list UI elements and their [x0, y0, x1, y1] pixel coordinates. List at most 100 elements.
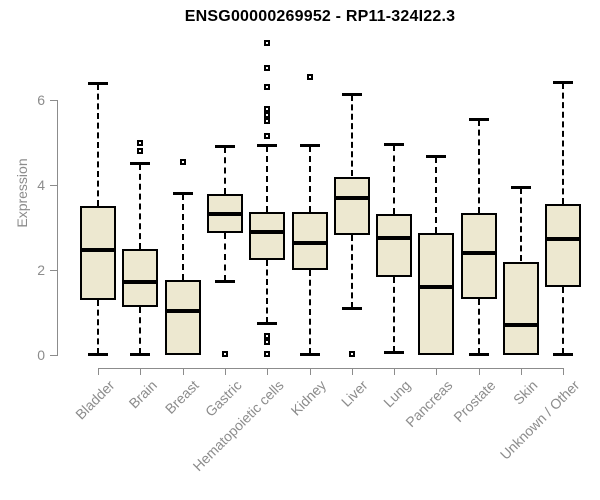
box-bladder: [80, 206, 116, 301]
outlier-hematopoietic-cells-5: [264, 118, 271, 125]
cap-high-bladder: [88, 81, 108, 85]
outlier-brain-0: [137, 148, 144, 154]
box-prostate: [460, 213, 497, 300]
outlier-liver-0: [348, 351, 355, 358]
box-unknown-other: [545, 204, 582, 287]
outlier-kidney-0: [306, 73, 313, 80]
cap-low-liver: [341, 307, 362, 311]
outlier-hematopoietic-cells-9: [264, 351, 271, 358]
cap-low-gastric: [214, 279, 235, 283]
cap-high-gastric: [214, 144, 235, 148]
outlier-hematopoietic-cells-2: [264, 84, 271, 91]
cap-low-hematopoietic-cells: [257, 322, 278, 326]
whisker-high-unknown-other: [562, 83, 565, 205]
x-axis-line: [98, 368, 565, 369]
median-bladder: [80, 248, 116, 253]
box-brain: [122, 248, 159, 307]
x-tick-label-prostate: Prostate: [449, 377, 499, 426]
x-tick-label-bladder: Bladder: [71, 377, 118, 423]
whisker-low-lung: [393, 276, 396, 352]
box-skin: [503, 261, 539, 355]
x-tick-label-liver: Liver: [338, 377, 372, 410]
whisker-high-pancreas: [435, 156, 438, 233]
cap-high-breast: [172, 191, 193, 195]
median-brain: [122, 279, 159, 284]
whisker-high-skin: [520, 188, 522, 262]
x-tick-lung: [394, 368, 396, 375]
whisker-low-gastric: [223, 233, 226, 281]
x-tick-label-brain: Brain: [125, 377, 160, 412]
cap-high-unknown-other: [553, 81, 574, 84]
outlier-hematopoietic-cells-6: [264, 133, 271, 140]
outlier-hematopoietic-cells-7: [264, 332, 271, 339]
x-tick-kidney: [309, 368, 311, 375]
y-axis-label: Expression: [14, 158, 30, 228]
x-tick-skin: [521, 368, 522, 375]
y-tick-label: 6: [37, 92, 45, 108]
x-tick-gastric: [224, 368, 226, 375]
outlier-brain-1: [137, 139, 144, 146]
outlier-hematopoietic-cells-0: [264, 39, 271, 46]
median-liver: [333, 196, 370, 201]
whisker-high-liver: [350, 94, 353, 177]
whisker-low-unknown-other: [562, 286, 565, 355]
whisker-low-liver: [350, 235, 353, 309]
whisker-high-brain: [139, 163, 142, 249]
y-tick: [50, 355, 57, 356]
outlier-gastric-0: [221, 351, 228, 358]
whisker-low-brain: [139, 306, 142, 355]
y-tick-label: 0: [37, 347, 45, 363]
whisker-high-kidney: [308, 145, 311, 212]
outlier-hematopoietic-cells-8: [264, 339, 271, 346]
y-axis-line: [57, 100, 58, 356]
cap-low-lung: [384, 350, 405, 354]
whisker-low-kidney: [308, 270, 311, 354]
median-pancreas: [418, 285, 455, 290]
whisker-high-prostate: [477, 119, 480, 214]
whisker-low-hematopoietic-cells: [266, 259, 269, 324]
y-tick-label: 4: [37, 177, 45, 193]
cap-low-bladder: [88, 353, 108, 357]
cap-high-brain: [130, 161, 151, 165]
cap-low-brain: [130, 353, 151, 357]
cap-low-kidney: [299, 352, 320, 356]
median-skin: [503, 322, 539, 327]
cap-high-skin: [511, 186, 531, 190]
y-tick-label: 2: [37, 262, 45, 278]
cap-high-prostate: [468, 117, 489, 121]
x-tick-brain: [140, 368, 142, 375]
outlier-hematopoietic-cells-1: [264, 65, 271, 72]
whisker-low-bladder: [97, 300, 99, 355]
y-tick: [50, 185, 57, 186]
median-hematopoietic-cells: [249, 229, 286, 234]
median-unknown-other: [545, 237, 582, 242]
cap-low-unknown-other: [553, 353, 574, 357]
median-prostate: [460, 251, 497, 256]
x-tick-label-breast: Breast: [161, 377, 202, 417]
box-hematopoietic-cells: [249, 211, 286, 260]
x-tick-breast: [182, 368, 184, 375]
whisker-high-gastric: [223, 146, 226, 194]
y-tick: [50, 100, 57, 101]
cap-high-pancreas: [426, 154, 447, 158]
x-tick-label-kidney: Kidney: [287, 377, 329, 419]
outlier-hematopoietic-cells-3: [264, 105, 271, 112]
x-tick-prostate: [478, 368, 480, 375]
cap-high-lung: [384, 143, 405, 147]
whisker-high-breast: [181, 193, 184, 280]
box-kidney: [291, 211, 328, 270]
box-liver: [333, 176, 370, 236]
whisker-low-prostate: [477, 299, 480, 355]
cap-high-hematopoietic-cells: [257, 143, 278, 147]
whisker-high-lung: [393, 145, 396, 214]
cap-low-prostate: [468, 353, 489, 357]
x-tick-label-unknown-other: Unknown / Other: [497, 377, 583, 463]
whisker-high-hematopoietic-cells: [266, 145, 269, 212]
x-tick-hematopoietic-cells: [267, 368, 269, 375]
x-tick-pancreas: [436, 368, 438, 375]
box-breast: [164, 279, 201, 355]
x-tick-label-skin: Skin: [509, 377, 541, 408]
whisker-high-bladder: [97, 83, 99, 207]
outlier-hematopoietic-cells-4: [264, 111, 271, 118]
